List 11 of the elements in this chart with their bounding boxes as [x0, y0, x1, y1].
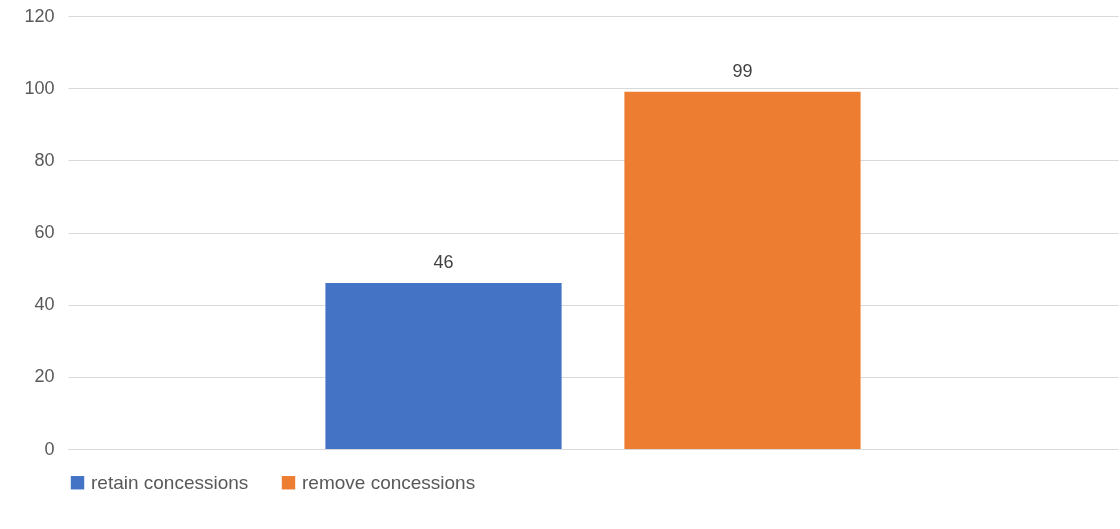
data-label: 99	[732, 60, 753, 81]
y-tick-label: 100	[24, 77, 55, 98]
data-label: 46	[433, 252, 454, 273]
y-tick-label: 60	[34, 222, 55, 242]
y-tick-label: 20	[34, 366, 55, 387]
y-tick-label: 80	[34, 149, 55, 170]
y-tick-label: 0	[44, 438, 55, 459]
legend-label: remove concessions	[302, 471, 476, 493]
y-tick-label: 120	[24, 5, 55, 26]
legend-label: retain concessions	[91, 471, 249, 493]
y-tick-label: 40	[34, 294, 55, 315]
